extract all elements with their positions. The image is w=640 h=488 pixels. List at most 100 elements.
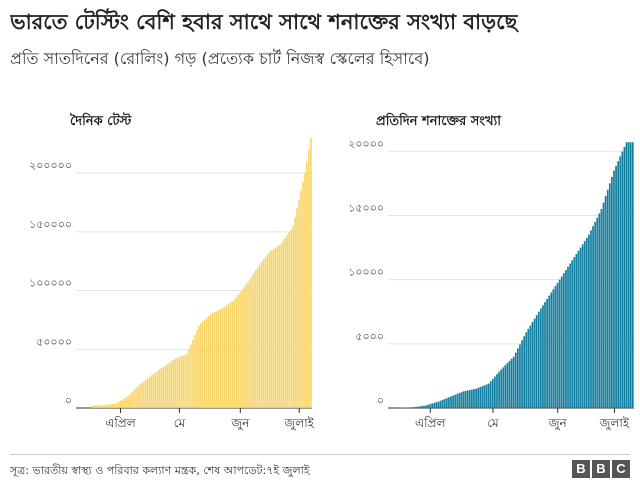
bar <box>176 357 179 408</box>
x-tick-label: জুলাই <box>599 416 630 431</box>
bar <box>225 305 228 408</box>
bar <box>178 357 181 408</box>
bar <box>129 394 131 408</box>
bar <box>205 317 208 408</box>
bar <box>133 390 135 408</box>
y-tick-label: ৫০০০০ <box>36 335 72 348</box>
bar <box>427 404 429 408</box>
bar <box>170 361 173 408</box>
bar <box>585 237 588 408</box>
bar <box>143 381 145 408</box>
bar <box>97 405 100 408</box>
y-tick-label: ০ <box>65 394 72 407</box>
bar <box>202 321 204 408</box>
bar <box>152 373 155 408</box>
bar <box>231 301 234 408</box>
bar <box>137 386 139 408</box>
bar <box>196 330 198 408</box>
bar <box>207 316 210 408</box>
bar <box>600 209 603 408</box>
bar <box>141 382 143 408</box>
y-tick-label: ১০০০০০ <box>29 277 72 290</box>
daily-cases-chart-title: প্রতিদিন শনাক্তের সংখ্যা <box>376 114 502 129</box>
bar <box>594 221 597 408</box>
bar <box>514 352 517 408</box>
bar <box>148 376 151 408</box>
bar <box>422 405 425 408</box>
bar <box>483 385 486 408</box>
bar <box>573 257 576 408</box>
bar <box>416 406 419 408</box>
bar <box>257 267 259 408</box>
bar <box>471 389 473 408</box>
chart-subtitle: প্রতি সাতদিনের (রোলিং) গড় (প্রত্যেক চার… <box>10 49 430 68</box>
bar <box>198 325 200 408</box>
bar <box>190 344 192 408</box>
bar <box>510 358 513 408</box>
bbc-logo-letter: B <box>592 460 610 478</box>
bar <box>209 314 212 408</box>
bar <box>606 189 609 408</box>
bar <box>95 405 98 408</box>
bar <box>562 273 565 408</box>
bar <box>527 328 530 408</box>
bar <box>184 354 186 408</box>
bar <box>521 340 523 408</box>
bar <box>308 149 310 409</box>
bar <box>596 217 599 408</box>
x-tick-label: জুলাই <box>284 416 315 431</box>
bar <box>523 336 526 408</box>
bar <box>623 146 626 408</box>
bar <box>93 405 96 408</box>
bar <box>479 387 482 408</box>
bar <box>608 183 611 408</box>
bar <box>621 151 624 408</box>
bar <box>302 181 304 408</box>
bar <box>282 240 285 408</box>
bar <box>431 403 434 408</box>
bar <box>125 397 128 408</box>
bar <box>251 275 253 408</box>
y-tick-label: ১৫০০০০ <box>29 218 72 231</box>
bar <box>147 378 149 408</box>
y-tick-label: ২০০০০ <box>348 137 384 150</box>
y-tick-label: ১০০০০ <box>348 266 384 279</box>
bar <box>300 190 302 408</box>
bar <box>294 217 296 408</box>
bar <box>590 230 592 408</box>
bar <box>221 308 224 408</box>
bar <box>558 279 561 408</box>
bar <box>464 390 467 408</box>
bar <box>203 319 206 408</box>
bar <box>441 399 444 408</box>
bar <box>539 308 542 408</box>
bar <box>180 356 183 408</box>
bar <box>278 244 281 408</box>
bar <box>247 281 249 408</box>
x-tick-label: জুন <box>230 416 250 431</box>
bar <box>629 142 632 408</box>
bar <box>304 173 306 408</box>
y-tick-label: ৫০০০ <box>355 330 384 343</box>
bar <box>262 259 265 408</box>
bar <box>258 264 261 408</box>
bar <box>174 358 177 408</box>
bar <box>237 294 239 408</box>
bar <box>525 332 528 408</box>
x-tick-label: জুন <box>548 416 568 431</box>
bar <box>243 287 245 408</box>
bar <box>245 284 247 408</box>
bar <box>456 393 459 408</box>
bar <box>448 397 450 408</box>
bar <box>565 270 567 408</box>
bar <box>200 323 202 408</box>
bar <box>462 391 465 408</box>
source-note: সূত্র: ভারতীয় স্বাস্থ্য ও পরিবার কল্যাণ… <box>10 464 310 477</box>
bar <box>115 403 118 408</box>
bar <box>241 289 243 408</box>
bar <box>569 263 571 408</box>
bar <box>475 388 477 408</box>
bar <box>145 379 147 408</box>
bar <box>414 406 417 408</box>
